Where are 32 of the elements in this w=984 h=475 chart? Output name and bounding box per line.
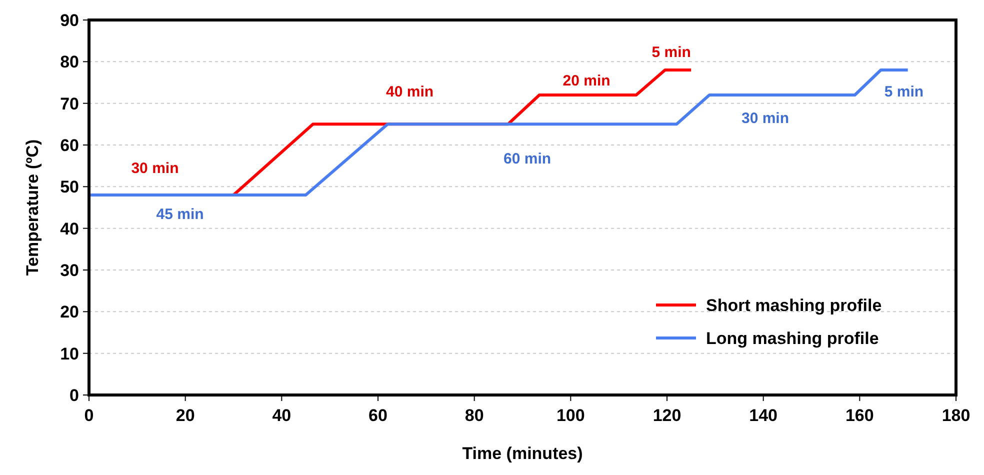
x-tick-label: 140	[749, 406, 778, 425]
x-tick-label: 100	[556, 406, 585, 425]
y-tick-label: 30	[60, 260, 79, 280]
x-tick-label: 120	[652, 406, 682, 425]
legend-label: Short mashing profile	[706, 296, 882, 315]
legend-label: Long mashing profile	[706, 328, 879, 348]
annotation: 30 min	[741, 110, 790, 128]
x-tick-label: 40	[272, 406, 292, 425]
y-tick-label: 20	[60, 302, 79, 322]
y-tick-label: 70	[60, 94, 79, 114]
y-tick-label: 50	[60, 178, 79, 197]
y-tick-label: 0	[70, 386, 79, 405]
annotation: 5 min	[884, 84, 924, 100]
y-tick-label: 80	[60, 52, 79, 72]
annotation: 20 min	[562, 72, 610, 90]
annotation: 30 min	[131, 160, 179, 177]
x-axis-title: Time (minutes)	[462, 444, 583, 463]
annotation: 40 min	[386, 84, 434, 100]
annotation: 5 min	[652, 44, 691, 61]
y-axis-title: Temperature (ºC)	[23, 139, 42, 276]
annotation: 60 min	[504, 150, 552, 168]
x-tick-label: 180	[942, 406, 970, 425]
x-tick-label: 160	[845, 406, 874, 425]
annotation: 45 min	[156, 206, 204, 223]
y-tick-label: 60	[60, 136, 79, 155]
x-tick-label: 80	[464, 406, 484, 425]
x-tick-label: 0	[84, 406, 94, 425]
y-tick-label: 40	[60, 219, 79, 238]
x-tick-label: 60	[368, 406, 388, 425]
x-tick-label: 20	[176, 406, 195, 425]
y-tick-label: 90	[60, 10, 79, 30]
y-tick-label: 10	[60, 344, 79, 364]
